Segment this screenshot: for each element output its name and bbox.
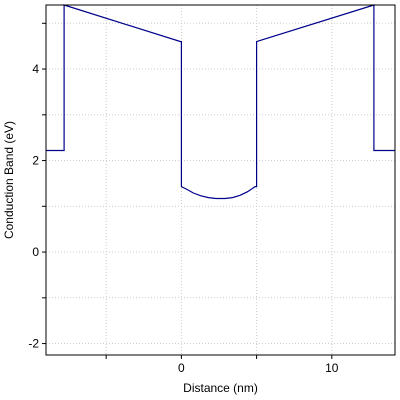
- x-axis-ticks: 0 10: [105, 355, 339, 375]
- y-axis-label: Conduction Band (eV): [2, 121, 16, 239]
- y-tick-label: 0: [32, 245, 39, 259]
- y-tick-label: -2: [28, 337, 39, 351]
- x-tick-label: 0: [178, 361, 185, 375]
- conduction-band-line: [46, 4, 395, 200]
- plot-frame: [45, 4, 396, 356]
- x-tick-label: 10: [325, 361, 339, 375]
- y-tick-label: 4: [32, 62, 39, 76]
- y-tick-label: 2: [32, 154, 39, 168]
- grid-layer: [46, 5, 395, 355]
- x-axis-label: Distance (nm): [183, 381, 258, 395]
- y-axis-ticks: -2 0 2 4: [28, 22, 46, 351]
- series-layer: [46, 4, 395, 200]
